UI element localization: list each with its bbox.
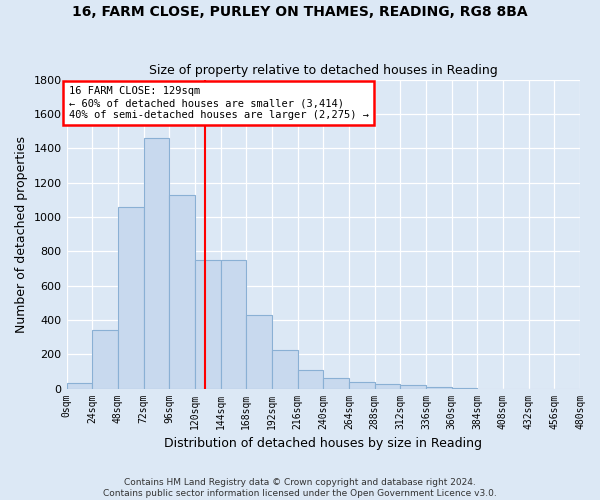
Bar: [374, 384, 400, 388]
Y-axis label: Number of detached properties: Number of detached properties: [15, 136, 28, 332]
Bar: [400, 385, 426, 388]
Text: Contains HM Land Registry data © Crown copyright and database right 2024.
Contai: Contains HM Land Registry data © Crown c…: [103, 478, 497, 498]
Bar: [143, 138, 169, 388]
Bar: [298, 370, 323, 388]
Bar: [349, 382, 374, 388]
Text: 16 FARM CLOSE: 129sqm
← 60% of detached houses are smaller (3,414)
40% of semi-d: 16 FARM CLOSE: 129sqm ← 60% of detached …: [68, 86, 368, 120]
Bar: [426, 387, 452, 388]
Bar: [272, 350, 298, 389]
Title: Size of property relative to detached houses in Reading: Size of property relative to detached ho…: [149, 64, 497, 77]
Bar: [195, 260, 221, 388]
Bar: [92, 330, 118, 388]
Bar: [246, 314, 272, 388]
Bar: [323, 378, 349, 388]
Bar: [118, 206, 143, 388]
Bar: [169, 194, 195, 388]
Bar: [221, 260, 246, 388]
Text: 16, FARM CLOSE, PURLEY ON THAMES, READING, RG8 8BA: 16, FARM CLOSE, PURLEY ON THAMES, READIN…: [72, 5, 528, 19]
X-axis label: Distribution of detached houses by size in Reading: Distribution of detached houses by size …: [164, 437, 482, 450]
Bar: [67, 384, 92, 388]
